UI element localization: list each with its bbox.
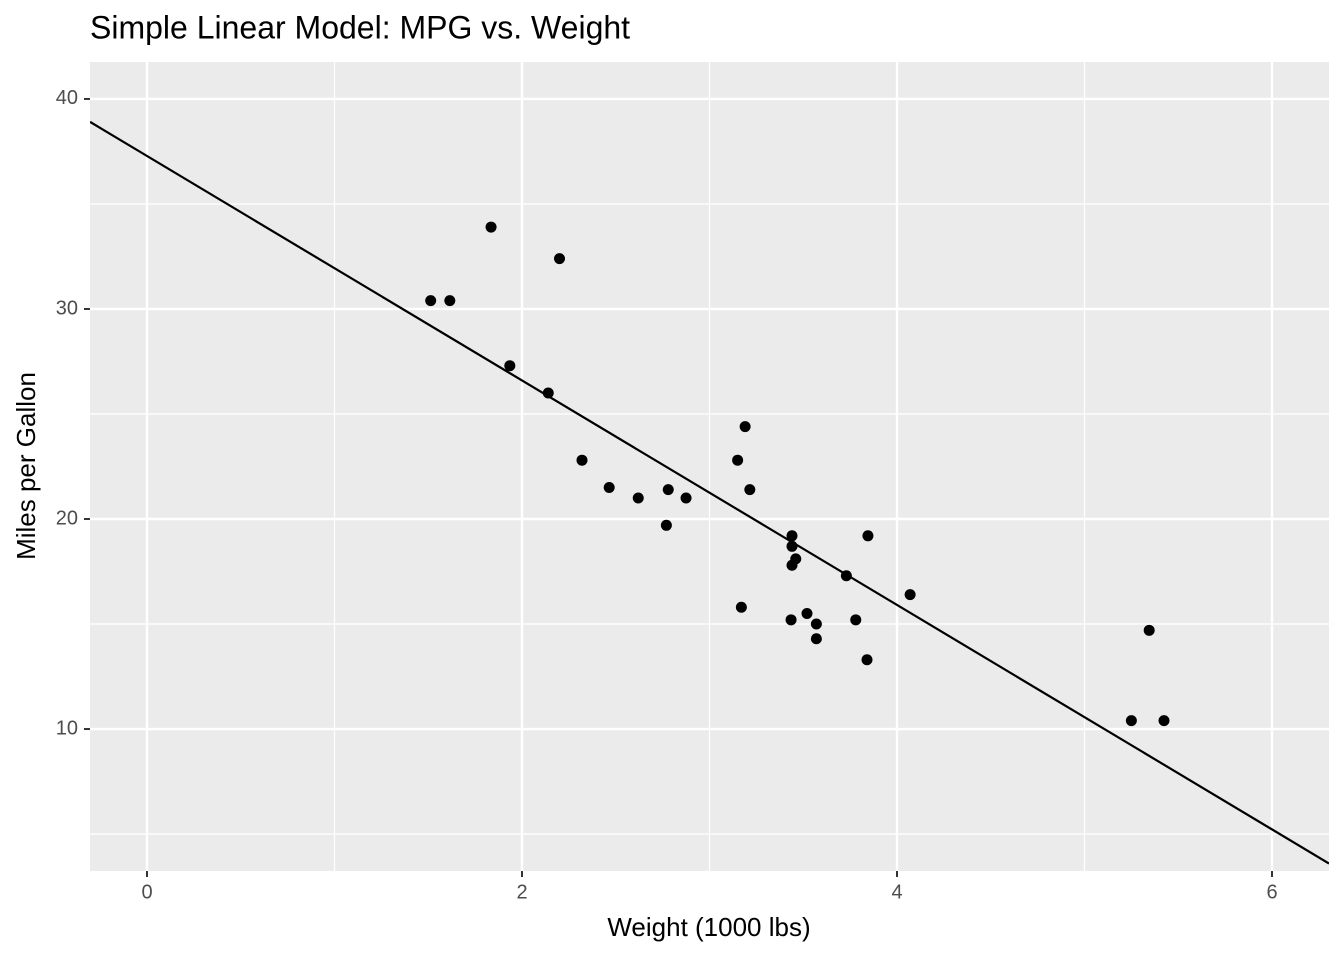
y-tick-label: 40 [56, 87, 78, 109]
point [810, 618, 822, 630]
x-tick-label: 4 [891, 881, 902, 903]
point [660, 519, 672, 531]
point [904, 589, 916, 601]
point [744, 484, 756, 496]
point [739, 421, 751, 433]
y-axis-title: Miles per Gallon [11, 372, 41, 560]
y-tick-label: 20 [56, 507, 78, 529]
x-tick-label: 0 [141, 881, 152, 903]
point [504, 360, 516, 372]
x-tick-label: 2 [516, 881, 527, 903]
point [786, 559, 798, 571]
point [603, 482, 615, 494]
y-tick-label: 30 [56, 297, 78, 319]
point [810, 633, 822, 645]
point [680, 492, 692, 504]
trend-line [90, 120, 1329, 865]
point [785, 614, 797, 626]
point [576, 454, 588, 466]
point [861, 654, 873, 666]
x-tick-label: 6 [1266, 881, 1277, 903]
point [862, 530, 874, 542]
point [732, 454, 744, 466]
point [1125, 715, 1137, 727]
point [1158, 715, 1170, 727]
point [1143, 624, 1155, 636]
point [850, 614, 862, 626]
x-axis-title: Weight (1000 lbs) [607, 912, 810, 942]
plot-layer [90, 62, 1329, 871]
point [444, 295, 456, 307]
point [554, 253, 565, 265]
point [662, 484, 674, 496]
point [786, 530, 798, 542]
y-tick-label: 10 [56, 717, 78, 739]
point [735, 601, 747, 613]
chart-title: Simple Linear Model: MPG vs. Weight [90, 9, 630, 45]
point [632, 492, 644, 504]
point [485, 221, 497, 233]
point [801, 608, 813, 620]
point [425, 295, 437, 307]
